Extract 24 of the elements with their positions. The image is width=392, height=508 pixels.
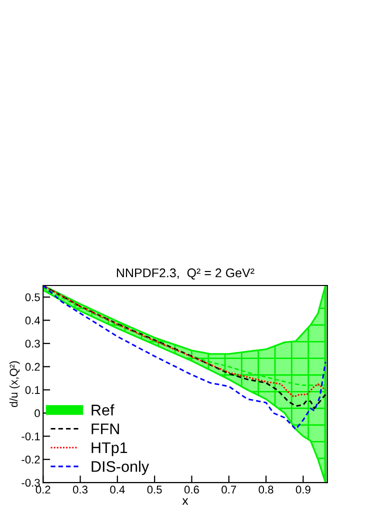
y-tick-label: 0.4 [25, 316, 40, 324]
y-tick-label: 0.2 [25, 362, 40, 371]
x-tick-label: 0.9 [296, 486, 310, 494]
y-tick-label: -0.1 [22, 432, 40, 440]
x-tick-label: 0.5 [147, 486, 162, 494]
x-tick-label: 0.6 [184, 486, 199, 494]
y-tick-label: -0.2 [22, 456, 40, 464]
x-tick-label: 0.8 [258, 486, 274, 494]
y-axis-title: d/u (x,Q²) [9, 361, 20, 408]
x-tick-label: 0.7 [222, 486, 236, 494]
x-tick-label: 0.3 [72, 486, 88, 494]
legend-label: FFN [92, 424, 119, 434]
chart-title: NNPDF2.3, Q² = 2 GeV² [116, 268, 254, 280]
x-tick-label: 0.2 [36, 486, 50, 494]
legend-label: DIS-only [92, 460, 150, 475]
legend-label: Ref [92, 404, 114, 416]
legend-label: HTp1 [92, 442, 128, 456]
y-tick-label: -0.3 [22, 478, 40, 487]
x-tick-label: 0.4 [110, 486, 125, 494]
x-axis-title: x [182, 498, 188, 505]
y-tick-label: 0.1 [25, 386, 40, 394]
y-tick-label: 0.3 [25, 340, 40, 348]
y-tick-label: 0.5 [25, 293, 40, 302]
y-tick-label: 0 [34, 409, 40, 418]
